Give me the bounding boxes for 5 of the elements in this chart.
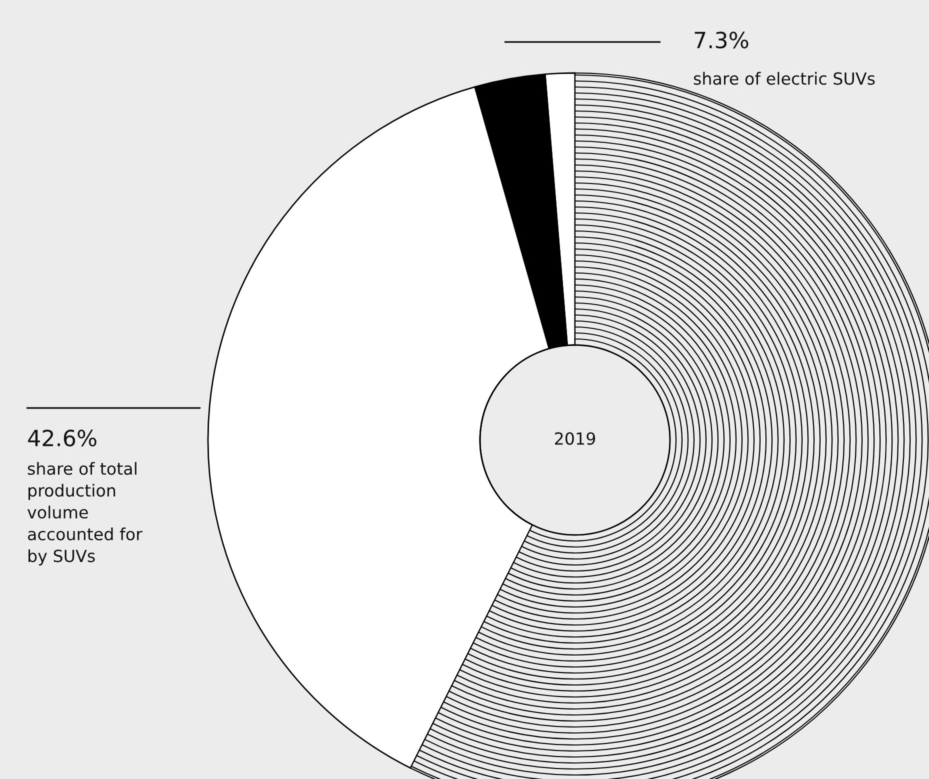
text: 2019 bbox=[555, 432, 596, 445]
text: 42.6% bbox=[28, 430, 96, 446]
text: 7.3% bbox=[694, 32, 748, 48]
text: share of electric SUVs bbox=[694, 72, 875, 85]
text: share of total production volume accounted for by SUVs bbox=[27, 462, 142, 566]
